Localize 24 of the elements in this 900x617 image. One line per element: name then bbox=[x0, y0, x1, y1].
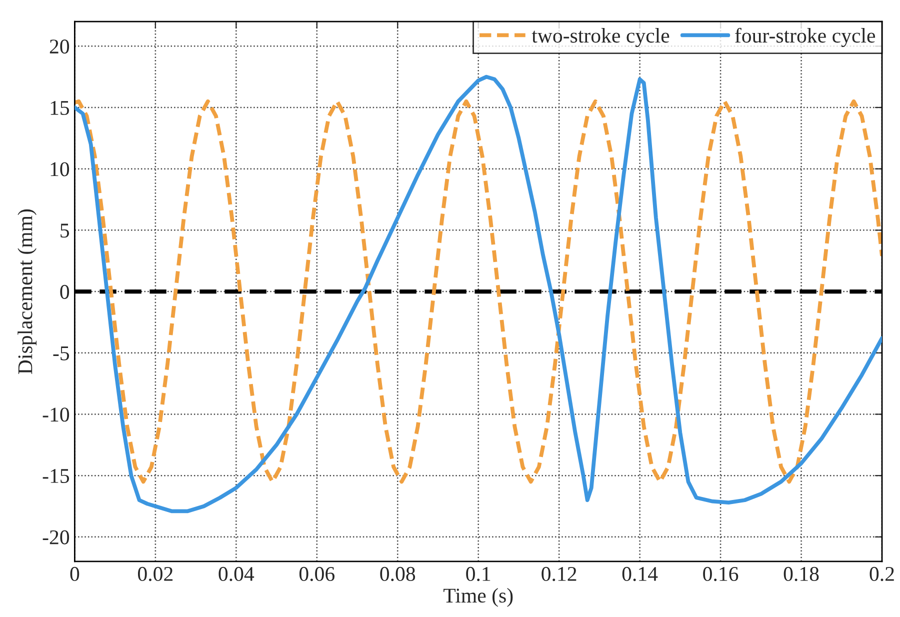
y-tick-label: 0 bbox=[60, 284, 70, 299]
x-tick-label: 0.04 bbox=[218, 566, 254, 582]
x-tick-label: 0.06 bbox=[299, 566, 334, 582]
x-tick-label: 0 bbox=[70, 566, 80, 581]
x-axis-title: Time (s) bbox=[444, 588, 513, 607]
x-tick-label: 0.18 bbox=[784, 566, 819, 582]
x-tick-label: 0.1 bbox=[466, 566, 490, 582]
x-tick-label: 0.08 bbox=[380, 566, 416, 582]
x-tick-label: 0.16 bbox=[703, 566, 738, 582]
legend-label: four-stroke cycle bbox=[735, 28, 876, 48]
y-tick-label: -20 bbox=[42, 530, 70, 544]
x-tick-label: 0.2 bbox=[870, 566, 894, 582]
x-tick-label: 0.12 bbox=[542, 566, 576, 582]
y-tick-label: -10 bbox=[42, 408, 70, 422]
legend-label: two-stroke cycle bbox=[532, 28, 670, 48]
y-tick-label: -15 bbox=[42, 469, 70, 484]
y-axis-title: Displacement (mm) bbox=[18, 209, 37, 374]
y-tick-label: 20 bbox=[50, 40, 70, 54]
y-tick-label: 10 bbox=[50, 162, 70, 176]
y-tick-label: -5 bbox=[53, 346, 70, 360]
y-tick-label: 15 bbox=[50, 100, 70, 115]
y-tick-label: 5 bbox=[60, 224, 70, 238]
x-tick-label: 0.02 bbox=[138, 566, 173, 582]
x-tick-label: 0.14 bbox=[622, 566, 658, 582]
